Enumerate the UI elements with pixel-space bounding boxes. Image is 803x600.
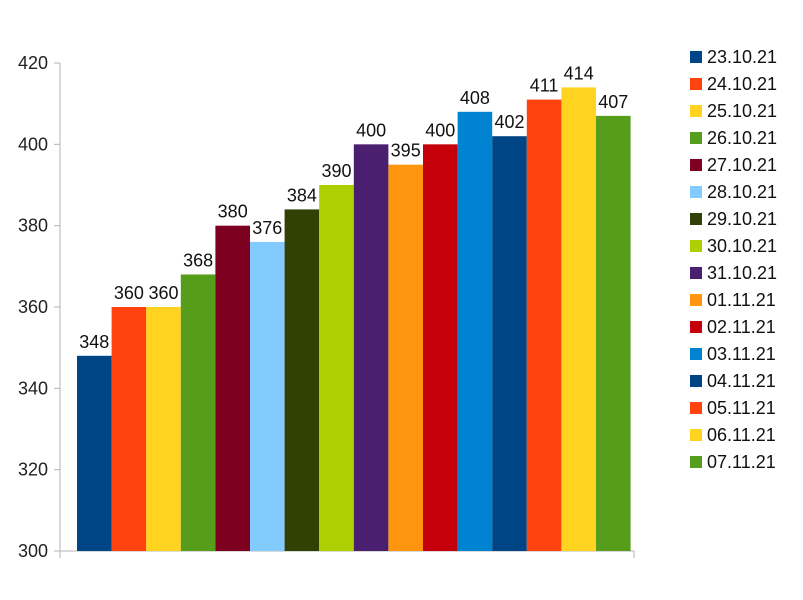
legend-label: 02.11.21 (707, 317, 776, 337)
legend-swatch (690, 186, 702, 198)
y-tick-label: 320 (18, 460, 48, 480)
data-label: 395 (391, 141, 421, 161)
data-label: 348 (79, 332, 109, 352)
data-label: 407 (598, 92, 628, 112)
bar (526, 99, 562, 551)
legend-swatch (690, 159, 702, 171)
y-tick-label: 300 (18, 541, 48, 561)
y-tick-label: 420 (18, 53, 48, 73)
legend-label: 04.11.21 (707, 371, 776, 391)
data-label: 380 (218, 202, 248, 222)
legend-swatch (690, 240, 702, 252)
legend-label: 28.10.21 (707, 182, 777, 202)
legend-label: 23.10.21 (707, 47, 777, 67)
y-tick-label: 380 (18, 216, 48, 236)
legend-swatch (690, 132, 702, 144)
data-label: 400 (356, 120, 386, 140)
data-label: 390 (321, 161, 351, 181)
legend-label: 24.10.21 (707, 74, 777, 94)
data-label: 400 (425, 120, 455, 140)
legend-swatch (690, 213, 702, 225)
data-label: 360 (148, 283, 178, 303)
data-label: 360 (114, 283, 144, 303)
bars (77, 87, 631, 552)
data-label: 384 (287, 185, 317, 205)
bar (423, 144, 458, 552)
legend-label: 30.10.21 (707, 236, 777, 256)
bar (319, 185, 354, 551)
data-label: 368 (183, 250, 213, 270)
legend-swatch (690, 321, 702, 333)
data-label: 376 (252, 218, 282, 238)
legend-swatch (690, 105, 702, 117)
legend-label: 25.10.21 (707, 101, 777, 121)
bar (215, 225, 250, 551)
bar (250, 241, 285, 551)
y-tick-label: 360 (18, 297, 48, 317)
legend-swatch (690, 348, 702, 360)
data-label: 411 (530, 76, 559, 96)
bar (77, 355, 112, 551)
data-label: 402 (494, 112, 524, 132)
legend-label: 26.10.21 (707, 128, 777, 148)
legend-swatch (690, 294, 702, 306)
data-label: 408 (460, 88, 490, 108)
y-tick-label: 400 (18, 134, 48, 154)
bar (561, 87, 596, 552)
legend-swatch (690, 78, 702, 90)
legend-label: 31.10.21 (707, 263, 777, 283)
bar (111, 307, 147, 551)
legend: 23.10.21 24.10.21 25.10.21 26.10.21 27.10.21… (690, 47, 777, 472)
legend-label: 01.11.21 (707, 290, 776, 310)
legend-swatch (690, 456, 702, 468)
bar (353, 144, 389, 552)
data-label: 414 (564, 63, 594, 83)
legend-label: 27.10.21 (707, 155, 777, 175)
y-tick-label: 340 (18, 378, 48, 398)
legend-label: 06.11.21 (707, 425, 776, 445)
bar (284, 209, 320, 551)
bar (146, 307, 181, 551)
legend-label: 03.11.21 (707, 344, 776, 364)
legend-label: 29.10.21 (707, 209, 777, 229)
legend-swatch (690, 51, 702, 63)
legend-swatch (690, 375, 702, 387)
bar (388, 164, 423, 551)
legend-swatch (690, 429, 702, 441)
legend-swatch (690, 402, 702, 414)
bar (596, 115, 631, 551)
legend-label: 07.11.21 (707, 452, 776, 472)
bar (457, 111, 493, 552)
legend-label: 05.11.21 (707, 398, 776, 418)
bar (492, 136, 527, 551)
legend-swatch (690, 267, 702, 279)
bar (180, 274, 216, 551)
